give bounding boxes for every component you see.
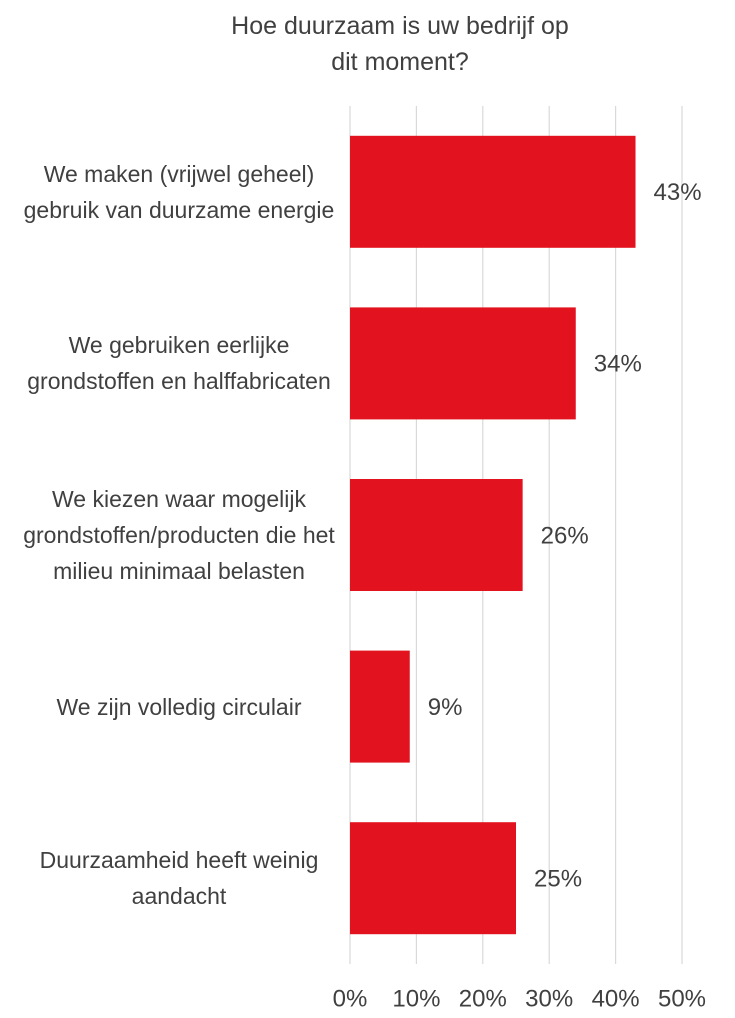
y-tick-label: We kiezen waar mogelijk grondstoffen/pro… xyxy=(23,486,335,584)
data-label: 26% xyxy=(541,522,589,549)
y-tick-label: Duurzaamheid heeft weinig aandacht xyxy=(39,847,319,910)
x-tick-label: 10% xyxy=(392,985,440,1012)
bar xyxy=(350,479,523,591)
x-tick-label: 0% xyxy=(333,985,368,1012)
data-label: 43% xyxy=(654,179,702,206)
y-tick-label: We gebruiken eerlijke grondstoffen en ha… xyxy=(27,332,331,395)
x-tick-label: 50% xyxy=(658,985,706,1012)
x-tick-label: 30% xyxy=(525,985,573,1012)
data-label: 34% xyxy=(594,351,642,378)
chart-title: Hoe duurzaam is uw bedrijf op dit moment… xyxy=(231,12,569,76)
y-tick-label: We maken (vrijwel geheel) gebruik van du… xyxy=(23,160,335,223)
bar xyxy=(350,135,636,248)
y-tick-label: We zijn volledig circulair xyxy=(56,693,302,720)
bar xyxy=(350,822,516,935)
x-tick-label: 20% xyxy=(459,985,507,1012)
data-label: 9% xyxy=(428,694,463,721)
data-label: 25% xyxy=(534,866,582,893)
x-tick-label: 40% xyxy=(592,985,640,1012)
bar xyxy=(350,650,410,763)
bar xyxy=(350,307,576,420)
